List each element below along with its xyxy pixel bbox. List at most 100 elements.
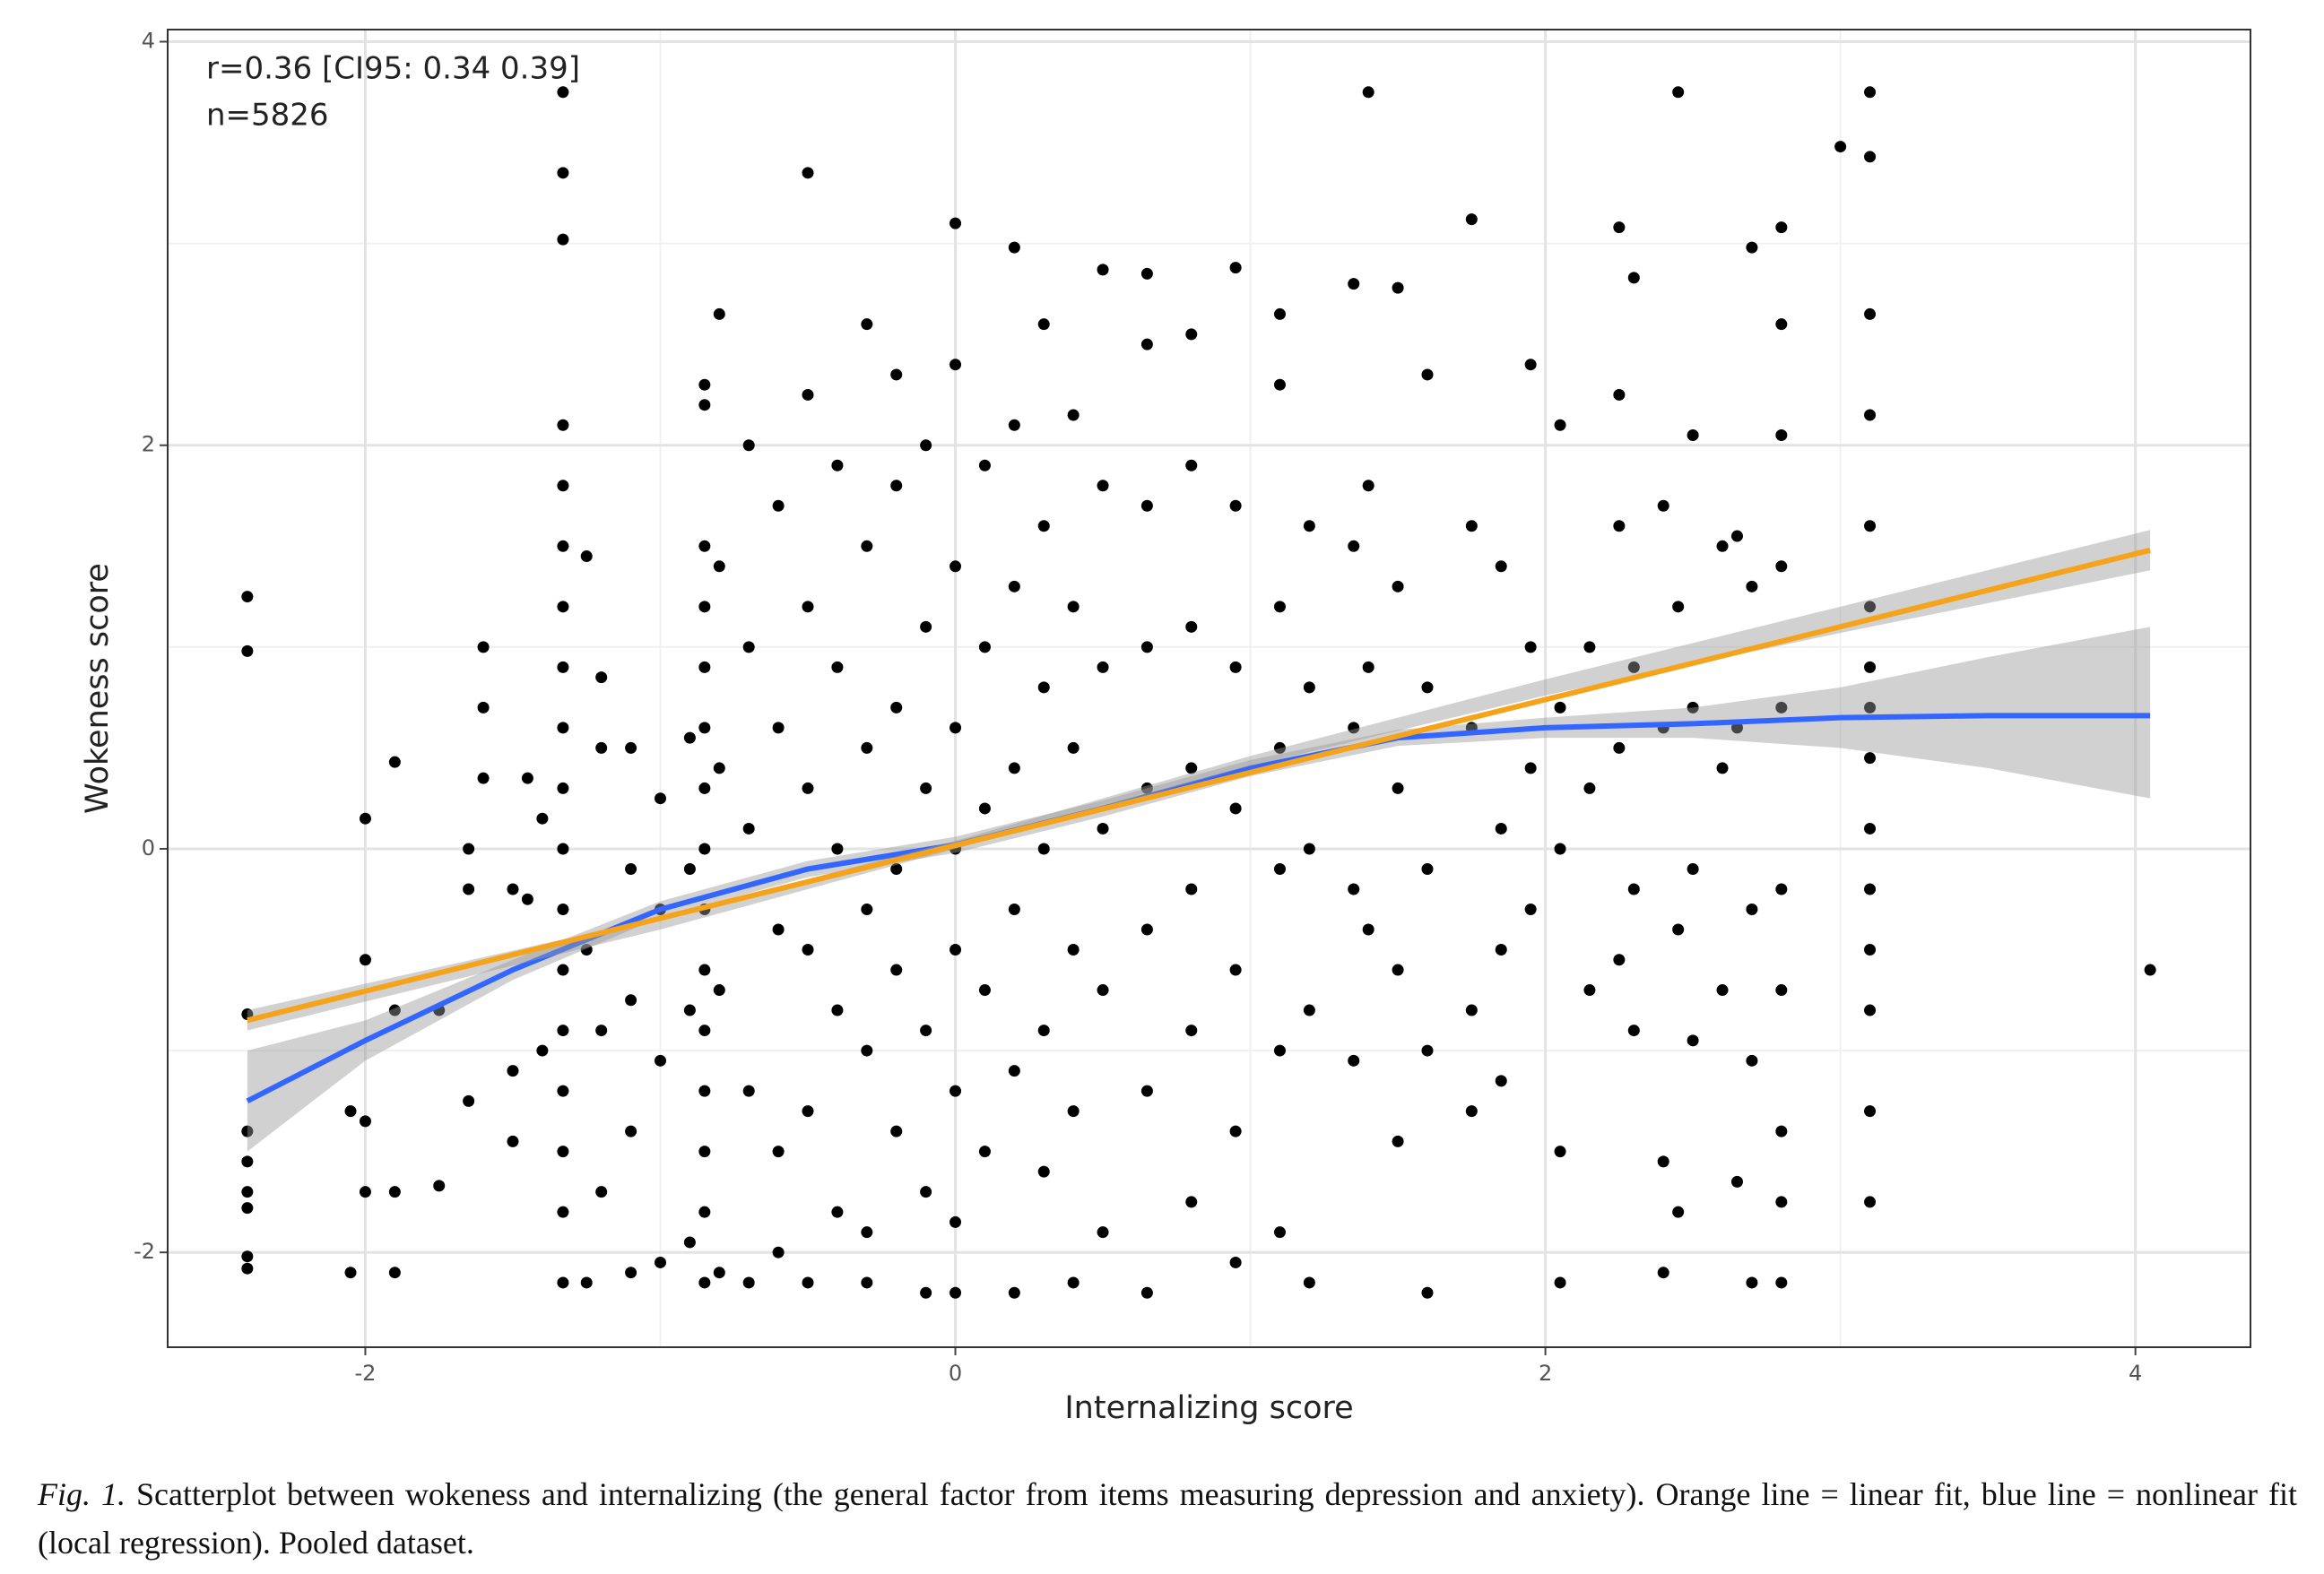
point xyxy=(241,1125,254,1137)
point xyxy=(557,843,569,855)
point xyxy=(772,1246,785,1258)
point xyxy=(1672,923,1685,936)
point xyxy=(950,944,962,956)
point xyxy=(698,399,711,411)
point xyxy=(831,843,844,855)
x-tick-label: 4 xyxy=(2129,1361,2142,1386)
point xyxy=(477,701,490,713)
point xyxy=(802,601,814,613)
point xyxy=(1392,580,1404,592)
point xyxy=(1864,1105,1877,1118)
point xyxy=(802,1105,814,1118)
point xyxy=(1864,307,1877,320)
point xyxy=(241,644,254,657)
point xyxy=(557,904,569,916)
point xyxy=(1303,681,1315,694)
point xyxy=(1864,1004,1877,1016)
point xyxy=(433,1180,446,1192)
point xyxy=(861,904,873,916)
point xyxy=(1465,1004,1478,1016)
point xyxy=(698,1146,711,1158)
point xyxy=(1554,1146,1566,1158)
point xyxy=(1348,1054,1360,1067)
point xyxy=(1140,1085,1153,1097)
y-tick-label: -2 xyxy=(134,1239,155,1264)
confidence-band xyxy=(247,627,2151,1152)
point xyxy=(698,722,711,734)
point xyxy=(950,1215,962,1228)
point xyxy=(1348,722,1360,734)
annotation: n=5826 xyxy=(206,98,329,134)
point xyxy=(521,893,533,905)
point xyxy=(1303,1004,1315,1016)
point xyxy=(698,964,711,976)
point xyxy=(1008,1065,1020,1077)
point xyxy=(713,1267,725,1279)
point xyxy=(1067,1276,1080,1289)
point xyxy=(831,1004,844,1016)
point xyxy=(557,722,569,734)
point xyxy=(1421,862,1434,875)
point xyxy=(241,1262,254,1275)
point xyxy=(1775,221,1788,234)
point xyxy=(477,641,490,653)
chart: -2 0 2 4 -2 0 2 4 r=0.36 [CI95: 0.34 0.39] n=5826… xyxy=(80,29,2251,1426)
point xyxy=(1495,560,1507,573)
point xyxy=(1730,530,1743,542)
point xyxy=(1583,782,1596,794)
point xyxy=(463,883,475,895)
point xyxy=(2144,964,2156,976)
point xyxy=(1613,221,1626,234)
point xyxy=(1273,307,1286,320)
point xyxy=(1273,741,1286,754)
point xyxy=(861,1276,873,1289)
point xyxy=(1864,151,1877,163)
point xyxy=(388,1186,401,1198)
point xyxy=(698,378,711,391)
point xyxy=(978,459,991,471)
point xyxy=(802,782,814,794)
point xyxy=(1185,762,1198,774)
point xyxy=(831,661,844,673)
point xyxy=(1495,944,1507,956)
point xyxy=(1613,388,1626,401)
point xyxy=(1687,428,1699,441)
point xyxy=(1864,822,1877,835)
point xyxy=(1229,1256,1242,1268)
point xyxy=(1834,141,1847,153)
point xyxy=(507,1135,519,1147)
point xyxy=(1008,241,1020,254)
point xyxy=(1140,338,1153,350)
point xyxy=(920,1286,932,1299)
point xyxy=(1362,86,1374,99)
point xyxy=(1362,661,1374,673)
point xyxy=(683,731,696,744)
point xyxy=(1067,409,1080,421)
point xyxy=(557,86,569,99)
point xyxy=(698,540,711,552)
point xyxy=(802,167,814,179)
point xyxy=(1229,1125,1242,1137)
point xyxy=(1097,480,1109,492)
point xyxy=(1229,661,1242,673)
point xyxy=(920,439,932,452)
point xyxy=(1775,428,1788,441)
point xyxy=(1140,641,1153,653)
point xyxy=(625,994,637,1007)
point xyxy=(1421,1286,1434,1299)
point xyxy=(1037,1165,1050,1178)
point xyxy=(388,756,401,768)
point xyxy=(388,1267,401,1279)
point xyxy=(1864,601,1877,613)
point xyxy=(1746,904,1758,916)
point xyxy=(920,1025,932,1037)
point xyxy=(1465,213,1478,226)
point xyxy=(1613,741,1626,754)
point xyxy=(1067,1105,1080,1118)
point xyxy=(1613,954,1626,966)
point xyxy=(1140,782,1153,794)
point xyxy=(1097,661,1109,673)
point xyxy=(1362,480,1374,492)
point xyxy=(1554,701,1566,713)
point xyxy=(654,1256,666,1268)
